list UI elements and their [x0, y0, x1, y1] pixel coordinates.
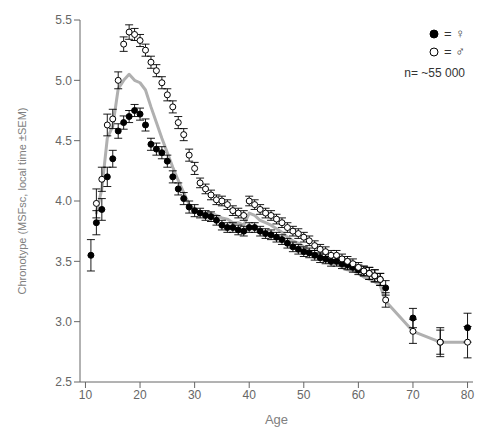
svg-text:3.5: 3.5	[55, 255, 72, 269]
svg-text:5.0: 5.0	[55, 74, 72, 88]
svg-text:Chronotype (MSFsc, local time: Chronotype (MSFsc, local time ±SEM)	[16, 108, 28, 295]
svg-text:4.0: 4.0	[55, 194, 72, 208]
svg-text:40: 40	[243, 388, 257, 402]
svg-text:2.5: 2.5	[55, 375, 72, 389]
svg-text:5.5: 5.5	[55, 13, 72, 27]
svg-text:30: 30	[188, 388, 202, 402]
html-text:n= ~55 000: n= ~55 000	[404, 66, 465, 80]
svg-text:50: 50	[297, 388, 311, 402]
svg-text:10: 10	[79, 388, 93, 402]
svg-text:20: 20	[133, 388, 147, 402]
svg-text:80: 80	[461, 388, 475, 402]
svg-text:Age: Age	[265, 412, 288, 427]
svg-text:60: 60	[352, 388, 366, 402]
svg-text:3.0: 3.0	[55, 315, 72, 329]
svg-text:70: 70	[406, 388, 420, 402]
svg-text:4.5: 4.5	[55, 134, 72, 148]
